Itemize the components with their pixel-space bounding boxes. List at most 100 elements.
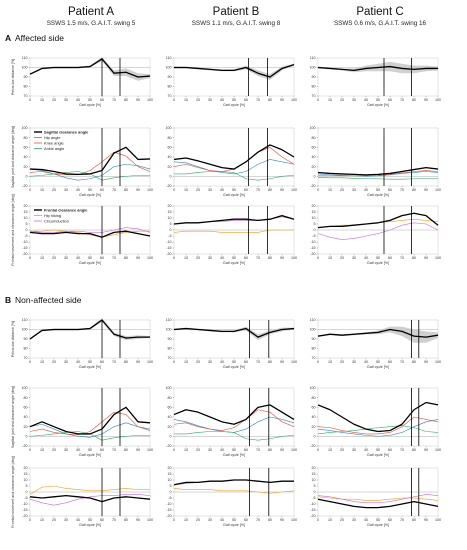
y-tick-label: 0 [314,228,316,232]
x-tick-label: 100 [435,256,441,260]
y-tick-label: 80 [24,396,28,400]
y-tick-label: 110 [166,56,172,60]
y-tick-label: 100 [310,66,316,70]
y-tick-label: 100 [310,386,316,390]
y-tick-label: 100 [166,328,172,332]
y-tick-label: 15 [168,472,172,476]
x-axis-label: Gait cycle [%] [223,193,245,197]
x-tick-label: 30 [352,518,356,522]
x-tick-label: 60 [244,98,248,102]
x-tick-label: 100 [291,448,297,452]
x-tick-label: 100 [435,518,441,522]
series-line-circumduction [317,222,439,240]
y-tick-label: 15 [312,210,316,214]
x-tick-label: 90 [424,98,428,102]
x-axis-label: Gait cycle [%] [79,261,101,265]
series-line-frontal-clearance-angle [173,479,294,486]
y-tick-label: 70 [24,94,28,98]
y-tick-label: -20 [310,184,315,188]
y-tick-label: 100 [22,66,28,70]
series-line-hip-hiking [29,485,150,495]
y-tick-label: 0 [26,175,28,179]
x-tick-label: 60 [244,518,248,522]
x-tick-label: 20 [340,188,344,192]
y-tick-label: 90 [168,337,172,341]
plot-area [317,127,439,187]
x-tick-label: 30 [352,98,356,102]
patient-a-title: Patient A [68,6,114,18]
x-tick-label: 100 [147,256,153,260]
x-tick-label: 100 [435,360,441,364]
x-tick-label: 50 [376,256,380,260]
y-tick-label: 5 [26,484,28,488]
series-line-clearance [173,327,295,338]
y-tick-label: 110 [166,318,172,322]
x-tick-label: 100 [147,448,153,452]
x-tick-label: 90 [280,448,284,452]
x-tick-label: 60 [100,98,104,102]
legend-entry: Hip angle [44,135,60,140]
y-tick-label: -10 [166,240,171,244]
x-tick-label: 10 [40,188,44,192]
y-tick-label: 80 [24,136,28,140]
x-tick-label: 60 [244,360,248,364]
x-tick-label: 90 [136,518,140,522]
x-tick-label: 0 [317,188,319,192]
y-tick-label: 70 [168,356,172,360]
x-tick-label: 30 [64,98,68,102]
series-line-clearance [29,58,151,78]
y-tick-label: 70 [24,356,28,360]
x-tick-label: 40 [364,448,368,452]
x-tick-label: 70 [400,518,404,522]
x-tick-label: 70 [400,360,404,364]
variability-band [174,63,294,80]
y-tick-label: 10 [168,216,172,220]
x-tick-label: 50 [376,448,380,452]
x-tick-label: 80 [124,98,128,102]
x-tick-label: 100 [291,98,297,102]
x-tick-label: 20 [52,188,56,192]
x-tick-label: 40 [220,518,224,522]
y-tick-label: -15 [166,246,171,250]
legend-entry: Knee angle [44,140,64,145]
series-line-knee-angle [29,411,151,436]
series-line-knee-angle [318,170,439,177]
x-tick-label: 10 [40,98,44,102]
y-tick-label: -20 [166,252,171,256]
y-tick-label: 100 [166,126,172,130]
y-tick-label: -15 [22,508,27,512]
x-tick-label: 90 [136,448,140,452]
x-tick-label: 90 [424,360,428,364]
x-tick-label: 80 [268,98,272,102]
x-tick-label: 20 [52,256,56,260]
x-tick-label: 80 [124,360,128,364]
y-tick-label: -20 [22,252,27,256]
x-tick-label: 0 [173,98,175,102]
y-tick-label: 40 [24,155,28,159]
y-axis-label: Frontal movement and clearance angle [de… [11,456,15,527]
x-tick-label: 90 [424,518,428,522]
x-tick-label: 50 [376,360,380,364]
y-tick-label: -10 [22,240,27,244]
y-tick-label: 5 [170,222,172,226]
y-tick-label: -10 [22,502,27,506]
y-tick-label: 20 [24,204,28,208]
series-line-clearance [317,65,438,71]
x-tick-label: 10 [40,256,44,260]
y-tick-label: 0 [314,175,316,179]
y-tick-label: -20 [166,514,171,518]
y-tick-label: 15 [312,472,316,476]
x-axis-label: Gait cycle [%] [367,261,389,265]
x-tick-label: 0 [29,256,31,260]
y-tick-label: 5 [314,222,316,226]
x-tick-label: 70 [112,360,116,364]
x-tick-label: 60 [100,518,104,522]
x-tick-label: 50 [376,98,380,102]
x-tick-label: 80 [268,448,272,452]
y-tick-label: 100 [310,126,316,130]
x-tick-label: 20 [196,188,200,192]
x-tick-label: 30 [352,448,356,452]
patient-b-title: Patient B [213,6,260,18]
y-tick-label: 60 [24,146,28,150]
y-tick-label: 20 [312,425,316,429]
